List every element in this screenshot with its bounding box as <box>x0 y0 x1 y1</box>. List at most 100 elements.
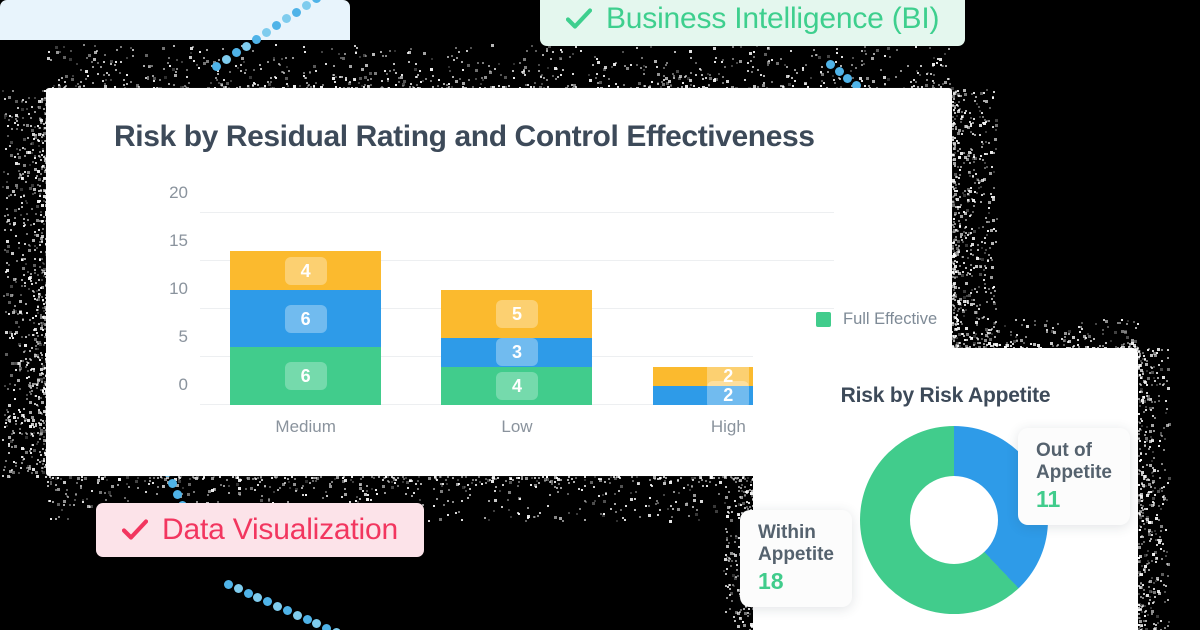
shadow-speck <box>958 108 961 111</box>
bar-segment[interactable]: 3 <box>441 337 593 367</box>
bar-segment[interactable]: 4 <box>230 251 382 290</box>
shadow-speck <box>955 247 959 251</box>
shadow-speck <box>712 47 716 51</box>
shadow-speck <box>6 196 9 199</box>
shadow-speck <box>560 51 563 54</box>
shadow-speck <box>977 180 981 184</box>
shadow-speck <box>957 109 961 113</box>
badge-partial-bottom[interactable] <box>0 0 350 40</box>
shadow-speck <box>971 274 974 277</box>
shadow-speck <box>961 239 964 242</box>
shadow-speck <box>9 229 12 232</box>
shadow-speck <box>537 64 540 67</box>
shadow-speck <box>988 142 991 145</box>
badge-data-visualization[interactable]: Data Visualization <box>96 503 424 557</box>
shadow-speck <box>2 89 5 92</box>
shadow-speck <box>952 284 955 288</box>
shadow-speck <box>639 515 642 518</box>
shadow-speck <box>18 247 21 249</box>
shadow-speck <box>367 493 369 496</box>
shadow-speck <box>11 189 15 193</box>
shadow-speck <box>989 329 992 331</box>
shadow-speck <box>1151 424 1155 428</box>
shadow-speck <box>543 478 547 482</box>
shadow-speck <box>57 487 61 491</box>
shadow-speck <box>41 220 43 223</box>
shadow-speck <box>40 367 44 371</box>
shadow-speck <box>161 47 165 51</box>
bar-segment[interactable]: 4 <box>441 366 593 405</box>
shadow-speck <box>1149 463 1153 467</box>
shadow-speck <box>222 78 225 81</box>
shadow-speck <box>976 338 979 341</box>
shadow-speck <box>610 65 613 68</box>
shadow-speck <box>656 500 659 503</box>
shadow-speck <box>957 300 960 304</box>
shadow-speck <box>152 75 155 78</box>
connector-dot <box>253 593 263 603</box>
shadow-speck <box>5 261 8 264</box>
shadow-speck <box>286 65 289 68</box>
connector-dot <box>834 67 844 76</box>
shadow-speck <box>40 98 43 100</box>
shadow-speck <box>187 82 190 84</box>
shadow-speck <box>952 293 955 296</box>
shadow-speck <box>973 181 976 184</box>
shadow-speck <box>1049 342 1053 346</box>
shadow-speck <box>3 215 6 217</box>
shadow-speck <box>32 369 35 372</box>
shadow-speck <box>36 299 39 301</box>
shadow-speck <box>275 44 278 47</box>
bar-segment[interactable]: 5 <box>441 289 593 338</box>
shadow-speck <box>952 137 955 140</box>
shadow-speck <box>731 560 734 563</box>
shadow-speck <box>96 481 99 484</box>
bar-segment[interactable]: 6 <box>230 347 382 405</box>
badge-business-intelligence[interactable]: Business Intelligence (BI) <box>540 0 966 46</box>
shadow-speck <box>12 336 14 339</box>
shadow-speck <box>953 296 955 299</box>
shadow-speck <box>41 466 44 469</box>
shadow-speck <box>970 131 973 134</box>
shadow-speck <box>439 518 443 521</box>
shadow-speck <box>545 49 548 52</box>
shadow-speck <box>40 466 43 469</box>
shadow-speck <box>747 61 750 64</box>
shadow-speck <box>952 104 954 107</box>
bar-segment[interactable]: 6 <box>230 289 382 348</box>
shadow-speck <box>1155 351 1158 354</box>
shadow-speck <box>952 275 955 278</box>
bar-column[interactable]: 4 6 6 Medium <box>200 213 411 436</box>
shadow-speck <box>38 228 41 231</box>
shadow-speck <box>599 477 602 480</box>
shadow-speck <box>32 291 35 293</box>
shadow-speck <box>468 488 471 491</box>
shadow-speck <box>866 77 870 81</box>
shadow-speck <box>1158 399 1161 402</box>
shadow-speck <box>735 62 738 65</box>
shadow-speck <box>24 147 26 150</box>
shadow-speck <box>7 124 10 127</box>
shadow-speck <box>359 55 362 58</box>
shadow-speck <box>952 271 954 274</box>
shadow-speck <box>1138 494 1141 497</box>
bar-column[interactable]: 5 3 4 Low <box>411 213 622 436</box>
shadow-speck <box>959 303 962 306</box>
shadow-speck <box>28 376 30 379</box>
shadow-speck <box>949 82 952 85</box>
shadow-speck <box>981 141 984 143</box>
legend-item[interactable]: Full Effective <box>816 310 969 329</box>
shadow-speck <box>602 74 605 77</box>
shadow-speck <box>15 280 17 283</box>
shadow-speck <box>700 478 703 481</box>
shadow-speck <box>481 76 484 79</box>
shadow-speck <box>1151 475 1154 477</box>
shadow-speck <box>550 479 554 483</box>
shadow-speck <box>1153 366 1156 368</box>
shadow-speck <box>548 480 551 483</box>
shadow-speck <box>145 77 147 80</box>
shadow-speck <box>468 78 471 81</box>
shadow-speck <box>42 122 45 125</box>
shadow-speck <box>372 52 376 56</box>
shadow-speck <box>498 63 501 66</box>
